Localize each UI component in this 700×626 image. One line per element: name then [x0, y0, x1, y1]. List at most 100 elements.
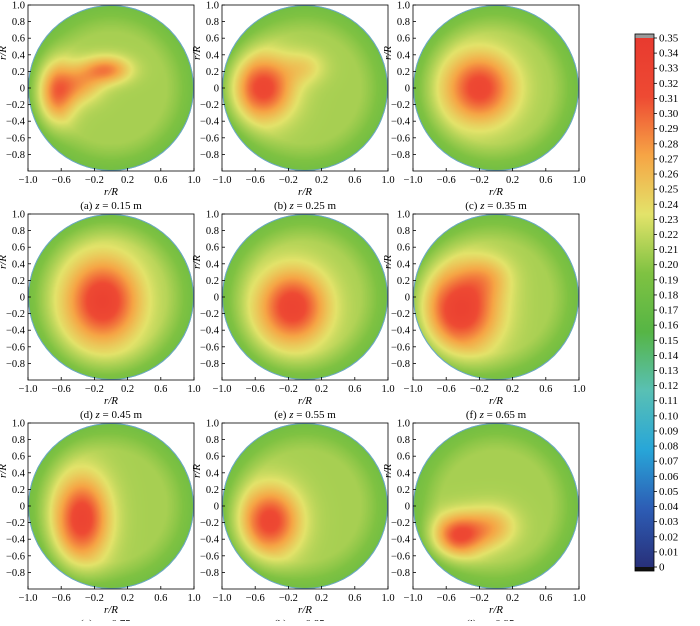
colorbar-tick-label: 0.28 — [659, 138, 679, 150]
colorbar-tick-label: 0.26 — [659, 169, 679, 181]
y-tick-label: 0.6 — [397, 452, 410, 463]
x-axis-label: r/R — [104, 186, 118, 198]
y-tick-label: 0.2 — [206, 276, 219, 287]
y-tick-label: 1.0 — [206, 1, 219, 12]
y-tick-label: −0.4 — [6, 535, 26, 546]
x-tick-label: −0.2 — [279, 384, 298, 395]
y-tick-label: −0.6 — [6, 342, 25, 353]
y-tick-label: −0.8 — [200, 359, 219, 370]
colorbar-tick-label: 0.18 — [659, 289, 679, 301]
x-tick-label: −1.0 — [403, 384, 422, 395]
y-tick-label: 0.8 — [397, 17, 410, 28]
y-tick-label: 0.2 — [206, 67, 219, 78]
colorbar-tick-label: 0.21 — [659, 244, 678, 256]
colorbar-tick-label: 0.02 — [659, 531, 678, 543]
y-tick-label: 0.2 — [206, 485, 219, 496]
y-tick-label: 0 — [214, 84, 219, 95]
panel-caption: (a) z = 0.15 m — [80, 200, 142, 212]
y-tick-label: −0.8 — [391, 150, 410, 161]
x-tick-label: −0.2 — [470, 593, 489, 604]
colorbar-tick-label: 0.03 — [659, 516, 679, 528]
y-tick-label: −0.6 — [200, 133, 219, 144]
colorbar-tick-label: 0.15 — [659, 335, 679, 347]
x-tick-label: 0.2 — [121, 593, 134, 604]
contour-map — [28, 5, 194, 171]
x-tick-label: 0.6 — [539, 384, 552, 395]
contour-map — [413, 5, 579, 171]
y-tick-label: −0.4 — [200, 117, 220, 128]
y-tick-label: −0.6 — [6, 133, 25, 144]
colorbar-tick-label: 0.07 — [659, 456, 679, 468]
y-tick-label: 0.8 — [397, 435, 410, 446]
x-tick-label: −1.0 — [18, 175, 37, 186]
contour-map — [413, 423, 579, 589]
y-axis-label: r/R — [382, 464, 394, 478]
y-tick-label: −0.8 — [6, 150, 25, 161]
contour-map — [222, 423, 388, 589]
x-tick-label: −1.0 — [403, 175, 422, 186]
panel-b: 1.0 0.8 0.6 0.4 0.2 0 −0.2 −0.4 −0.6 −0.8 −1.0 −0.6… — [191, 1, 395, 213]
y-tick-label: 0.2 — [397, 67, 410, 78]
panel-i: 1.0 0.8 0.6 0.4 0.2 0 −0.2 −0.4 −0.6 −0.8 −1.0 −0.6… — [382, 419, 586, 626]
colorbar-tick-label: 0.25 — [659, 184, 679, 196]
panel-e: 1.0 0.8 0.6 0.4 0.2 0 −0.2 −0.4 −0.6 −0.8 −1.0 −0.6… — [191, 210, 395, 422]
y-tick-label: −0.8 — [391, 359, 410, 370]
y-tick-label: −0.4 — [6, 117, 26, 128]
x-tick-label: 0.6 — [154, 175, 167, 186]
y-tick-label: −0.2 — [6, 100, 25, 111]
y-tick-label: −0.8 — [391, 568, 410, 579]
x-tick-label: −1.0 — [18, 384, 37, 395]
colorbar-tick-label: 0 — [659, 562, 665, 574]
y-tick-label: 0.6 — [397, 34, 410, 45]
panel-caption: (f) z = 0.65 m — [466, 409, 527, 421]
panel-h: 1.0 0.8 0.6 0.4 0.2 0 −0.2 −0.4 −0.6 −0.8 −1.0 −0.6… — [191, 419, 395, 626]
y-tick-label: −0.8 — [6, 359, 25, 370]
x-tick-label: −0.2 — [85, 384, 104, 395]
y-tick-label: 0.4 — [397, 50, 411, 61]
x-tick-label: −0.2 — [85, 593, 104, 604]
x-tick-label: −0.6 — [52, 593, 71, 604]
y-tick-label: −0.6 — [200, 342, 219, 353]
panel-a: 1.0 0.8 0.6 0.4 0.2 0 −0.2 −0.4 −0.6 −0.8 −1.0 −0.6… — [0, 1, 201, 213]
y-tick-label: 0.6 — [397, 243, 410, 254]
colorbar-tick-label: 0.27 — [659, 153, 679, 165]
colorbar-frame — [634, 33, 655, 572]
x-tick-label: −1.0 — [212, 593, 231, 604]
contour-map — [413, 214, 579, 380]
y-tick-label: 0 — [405, 293, 410, 304]
colorbar-tick-label: 0.32 — [659, 78, 678, 90]
x-tick-label: −0.6 — [437, 593, 456, 604]
y-axis-label: r/R — [191, 464, 203, 478]
x-tick-label: −0.2 — [279, 593, 298, 604]
colorbar-tick-label: 0.06 — [659, 471, 679, 483]
x-tick-label: 0.2 — [315, 384, 328, 395]
panel-caption: (e) z = 0.55 m — [274, 409, 336, 421]
y-tick-label: 0.6 — [12, 243, 25, 254]
colorbar-tick-label: 0.34 — [659, 48, 679, 60]
colorbar-tick-label: 0.23 — [659, 214, 679, 226]
y-tick-label: 0 — [20, 84, 25, 95]
y-tick-label: 1.0 — [12, 419, 25, 430]
y-tick-label: 0 — [20, 293, 25, 304]
y-tick-label: 0.4 — [206, 468, 220, 479]
y-tick-label: 0.6 — [12, 452, 25, 463]
colorbar-gradient — [635, 38, 654, 567]
panel-caption: (d) z = 0.45 m — [80, 409, 143, 421]
contour-map — [28, 214, 194, 380]
y-tick-label: −0.4 — [391, 117, 411, 128]
y-tick-label: −0.2 — [200, 518, 219, 529]
x-tick-label: 0.2 — [506, 175, 519, 186]
y-tick-label: 0.8 — [12, 435, 25, 446]
x-tick-label: 1.0 — [381, 175, 394, 186]
y-tick-label: −0.2 — [391, 100, 410, 111]
y-tick-label: 0.2 — [12, 67, 25, 78]
y-tick-label: −0.4 — [391, 535, 411, 546]
colorbar-tick-label: 0.20 — [659, 259, 679, 271]
y-tick-label: −0.2 — [391, 309, 410, 320]
x-tick-label: 0.6 — [348, 593, 361, 604]
x-axis-label: r/R — [489, 604, 503, 616]
x-tick-label: 0.6 — [539, 175, 552, 186]
x-tick-label: 1.0 — [572, 384, 585, 395]
x-tick-label: 0.6 — [348, 175, 361, 186]
